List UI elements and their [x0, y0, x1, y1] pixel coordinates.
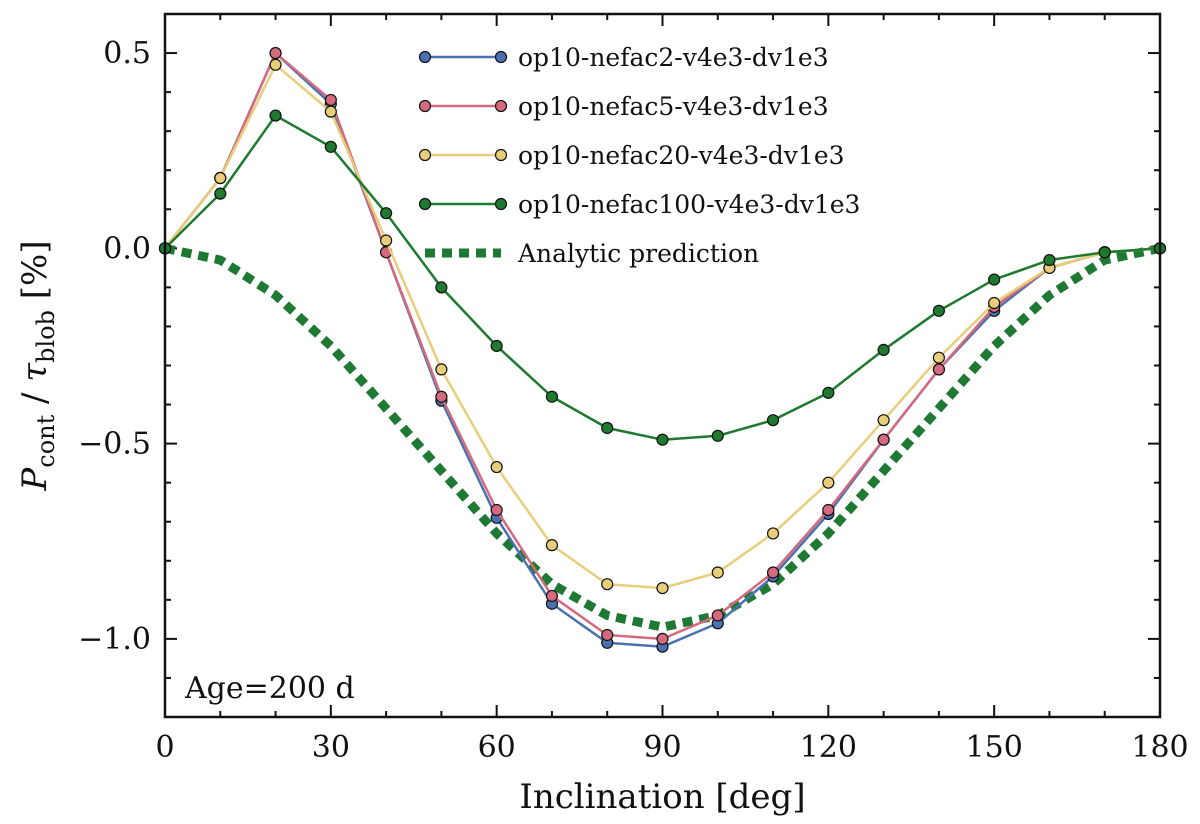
legend-label: op10-nefac20-v4e3-dv1e3 [518, 141, 845, 170]
x-tick-label: 120 [800, 730, 857, 765]
x-tick-label: 0 [155, 730, 174, 765]
series-2-point [932, 351, 945, 364]
x-tick-label: 30 [312, 730, 350, 765]
legend-swatch-marker [494, 148, 508, 162]
y-tick-label: −0.5 [78, 427, 151, 462]
series-2-point [214, 171, 227, 185]
series-2-point [766, 527, 780, 540]
y-label-main: P [15, 467, 55, 492]
series-3-point [822, 386, 835, 399]
legend-label: Analytic prediction [517, 239, 759, 268]
x-tick-label: 150 [966, 730, 1023, 765]
age-annotation: Age=200 d [184, 671, 355, 706]
series-2-point [711, 566, 724, 579]
series-2-point [490, 460, 503, 474]
series-2-point [877, 414, 890, 427]
series-3-point [932, 304, 945, 317]
series-3-point [490, 339, 503, 353]
series-3-point [711, 429, 724, 442]
legend-swatch-marker [418, 197, 432, 211]
y-axis-label: Pcont / τblob [%] [15, 240, 60, 491]
legend-swatch-marker [494, 99, 508, 113]
plot-frame [163, 12, 1162, 719]
series-1-point [932, 363, 945, 376]
x-tick-label: 60 [478, 730, 516, 765]
series-1-point [490, 503, 503, 517]
y-label-main-sub: cont [32, 414, 60, 467]
y-tick-label: 0.5 [103, 36, 151, 71]
series-1-point [435, 390, 448, 403]
legend-label: op10-nefac5-v4e3-dv1e3 [518, 92, 829, 121]
legend-swatch-marker [494, 50, 508, 64]
series-1-point [766, 566, 780, 579]
series-2-point [988, 296, 1001, 310]
series-2-point [601, 578, 614, 591]
series-2-point [435, 363, 448, 376]
series-2-point [269, 58, 282, 71]
legend-label: op10-nefac100-v4e3-dv1e3 [518, 190, 860, 219]
x-tick-labels: 0 30 60 90 120 150 180 [155, 730, 1188, 765]
y-tick-labels: 0.5 0.0 −0.5 −1.0 [78, 36, 151, 657]
legend-swatch-marker [418, 99, 432, 113]
y-label-tau-sub: blob [32, 310, 60, 363]
y-tick-label: 0.0 [103, 231, 151, 266]
legend: op10-nefac2-v4e3-dv1e3 op10-nefac5-v4e3-d… [418, 43, 860, 268]
x-axis-label: Inclination [deg] [519, 777, 805, 817]
series-2-point [656, 582, 669, 595]
series-2-point [380, 234, 393, 247]
series-3-point [269, 109, 282, 122]
y-tick-label: −1.0 [78, 622, 151, 657]
series-3-point [214, 187, 227, 200]
series-3-point [766, 414, 780, 427]
series-1-point [656, 632, 669, 645]
series-3-point [988, 273, 1001, 286]
series-1-point [324, 93, 337, 107]
series-layer [158, 46, 1167, 653]
series-3-point [877, 343, 890, 356]
y-label-unit: [%] [15, 240, 55, 310]
series-3-point [435, 281, 448, 294]
series-3-point [601, 421, 614, 435]
series-2-point [545, 539, 559, 552]
legend-swatch-marker [418, 50, 432, 64]
series-1-point [822, 503, 835, 517]
series-3-point [324, 140, 337, 153]
x-tick-label: 90 [643, 730, 681, 765]
series-3-point [545, 390, 559, 403]
legend-swatch-marker [418, 148, 432, 162]
series-1-point [545, 589, 559, 603]
legend-label: op10-nefac2-v4e3-dv1e3 [518, 43, 829, 72]
series-3-point [656, 433, 669, 446]
y-label-tau: τ [15, 362, 55, 382]
series-2-point [324, 105, 337, 118]
y-label-separator: / [15, 382, 55, 415]
series-3-point [1043, 253, 1056, 267]
series-2-point [822, 476, 835, 489]
series-3-point [380, 207, 393, 220]
series-1-point [711, 609, 724, 622]
x-tick-label: 180 [1131, 730, 1188, 765]
series-3-point [1098, 246, 1111, 259]
series-1-point [601, 628, 614, 642]
legend-swatch-marker [494, 197, 508, 211]
series-1-point [877, 433, 890, 446]
series-1-point [269, 46, 282, 60]
